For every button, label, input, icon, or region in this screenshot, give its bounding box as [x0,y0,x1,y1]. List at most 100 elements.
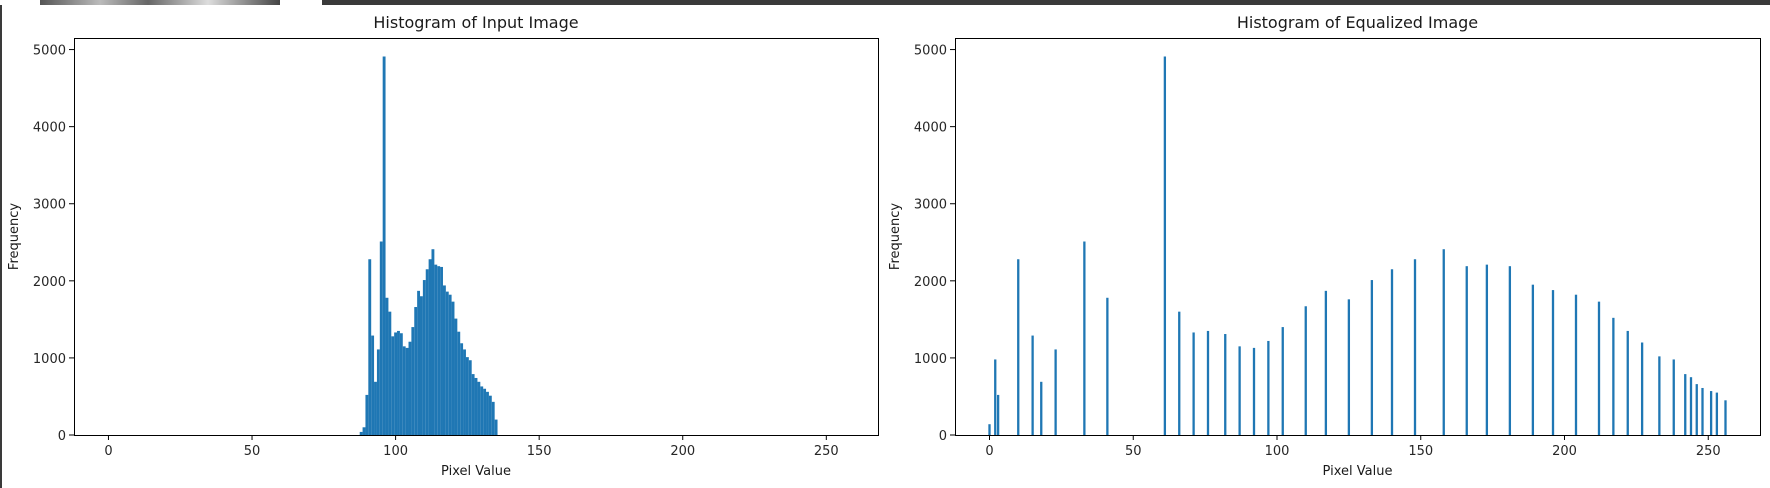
input-histogram-bar [359,431,363,435]
equalized-histogram-bar [1413,259,1417,435]
equalized-histogram-bar [1640,342,1644,435]
equalized-histogram-bar [1206,330,1210,435]
input-histogram-bar [477,381,481,435]
equalized-histogram-bar [1508,266,1512,435]
equalized-histogram-bar [996,394,1000,435]
input-histogram-bar [460,343,464,435]
equalized-histogram-bar [1083,241,1086,435]
input-histogram-bar [417,290,421,435]
equalized-histogram-bar [1281,327,1284,435]
input-histogram-bar [474,377,478,435]
input-histogram-bar [408,341,412,435]
equalized-histogram-bar [1612,317,1615,435]
equalized-histogram-title: Histogram of Equalized Image [1237,13,1478,32]
equalized-histogram-y-tick-label: 2000 [914,275,947,290]
equalized-histogram-bar [1658,356,1661,435]
equalized-histogram-y-tick-label: 0 [939,429,947,444]
input-histogram-bar [376,349,380,435]
equalized-histogram-bar [1054,349,1057,435]
input-histogram-chart: Histogram of Input Image 0 50 100 150 200 250… [7,13,879,479]
equalized-histogram-bar [1485,264,1489,435]
equalized-histogram-bar [1626,330,1629,435]
equalized-histogram-bar [1347,299,1351,435]
input-histogram-bar [365,394,369,435]
input-histogram-bar [428,259,432,435]
input-histogram-bar [448,294,452,435]
equalized-histogram-axes-frame [955,38,1761,436]
equalized-histogram-bar [988,424,991,435]
input-histogram-y-tick-label: 3000 [33,198,66,213]
input-histogram-bar [371,335,375,435]
window-top-border [0,0,1770,5]
input-histogram-bar [374,381,377,435]
input-histogram-bar [425,269,429,435]
equalized-histogram-bar [1465,266,1468,435]
input-histogram-bar [491,401,495,435]
input-histogram-y-tick-label: 4000 [33,121,66,136]
input-histogram-bar [431,249,435,435]
input-histogram-bar [437,266,441,435]
image-thumbnail-shading [40,0,280,5]
equalized-histogram-bar [1689,377,1693,435]
equalized-histogram-x-tick-label: 250 [1696,444,1721,459]
equalized-histogram-bar [1531,284,1535,435]
equalized-histogram-ylabel: Frequency [888,203,903,270]
input-histogram-bar [457,331,461,435]
input-histogram-bar [362,427,366,435]
input-histogram-bar [488,395,492,435]
equalized-histogram-bar [1267,340,1270,435]
equalized-histogram-bar [1709,391,1713,435]
input-histogram-bar [382,56,386,435]
input-histogram-y-tick-label: 1000 [33,352,66,367]
image-thumbnail-strip [0,0,322,5]
input-histogram-bar [454,318,458,435]
input-histogram-bar [388,311,392,435]
equalized-histogram-bar [1701,387,1704,435]
equalized-histogram-bar [1684,374,1687,435]
equalized-histogram-x-tick-label: 0 [985,444,993,459]
equalized-histogram-y-tick-label: 5000 [914,44,947,59]
equalized-histogram-bar [1695,384,1698,435]
equalized-histogram-bars [988,56,1727,435]
input-histogram-y-ticks: 0 1000 2000 3000 4000 5000 [33,44,74,444]
equalized-histogram-bar [1031,335,1034,435]
equalized-histogram-bar [1715,392,1719,435]
equalized-histogram-y-tick-label: 4000 [914,121,947,136]
input-histogram-ylabel: Frequency [7,203,22,270]
input-histogram-bar [411,327,415,435]
equalized-histogram-bar [1442,249,1445,435]
equalized-histogram-x-tick-label: 50 [1125,444,1142,459]
equalized-histogram-bar [1017,259,1020,435]
input-histogram-bar [394,332,398,435]
equalized-histogram-x-tick-label: 200 [1552,444,1577,459]
input-histogram-bar [440,266,443,435]
equalized-histogram-bar [1597,301,1601,435]
input-histogram-bar [434,264,438,435]
equalized-histogram-x-tick-label: 150 [1408,444,1433,459]
equalized-histogram-chart: Histogram of Equalized Image 0 50 100 150 20… [888,13,1761,479]
equalized-histogram-y-ticks: 0 1000 2000 3000 4000 5000 [914,44,955,444]
equalized-histogram-bar [1192,332,1195,435]
equalized-histogram-bar [1163,56,1167,435]
equalized-histogram-x-ticks: 0 50 100 150 200 250 [985,435,1721,459]
equalized-histogram-x-tick-label: 100 [1265,444,1290,459]
input-histogram-bar [471,374,475,435]
input-histogram-title: Histogram of Input Image [373,13,578,32]
input-histogram-x-tick-label: 150 [527,444,552,459]
equalized-histogram-bar [1178,311,1181,435]
input-histogram-x-tick-label: 100 [383,444,408,459]
input-histogram-axes-frame [74,38,879,436]
input-histogram-bar [451,301,455,435]
input-histogram-bar [494,419,498,435]
equalized-histogram-bar [1106,297,1109,435]
input-histogram-bar [414,307,418,435]
equalized-histogram-bar [1238,346,1241,435]
input-histogram-bar [379,241,383,435]
equalized-histogram-bar [1224,334,1227,435]
input-histogram-bar [405,347,409,435]
window-left-border [0,0,2,488]
input-histogram-x-tick-label: 250 [814,444,839,459]
equalized-histogram-bar [1040,381,1043,435]
equalized-histogram-y-tick-label: 3000 [914,198,947,213]
equalized-histogram-bar [1551,290,1555,435]
